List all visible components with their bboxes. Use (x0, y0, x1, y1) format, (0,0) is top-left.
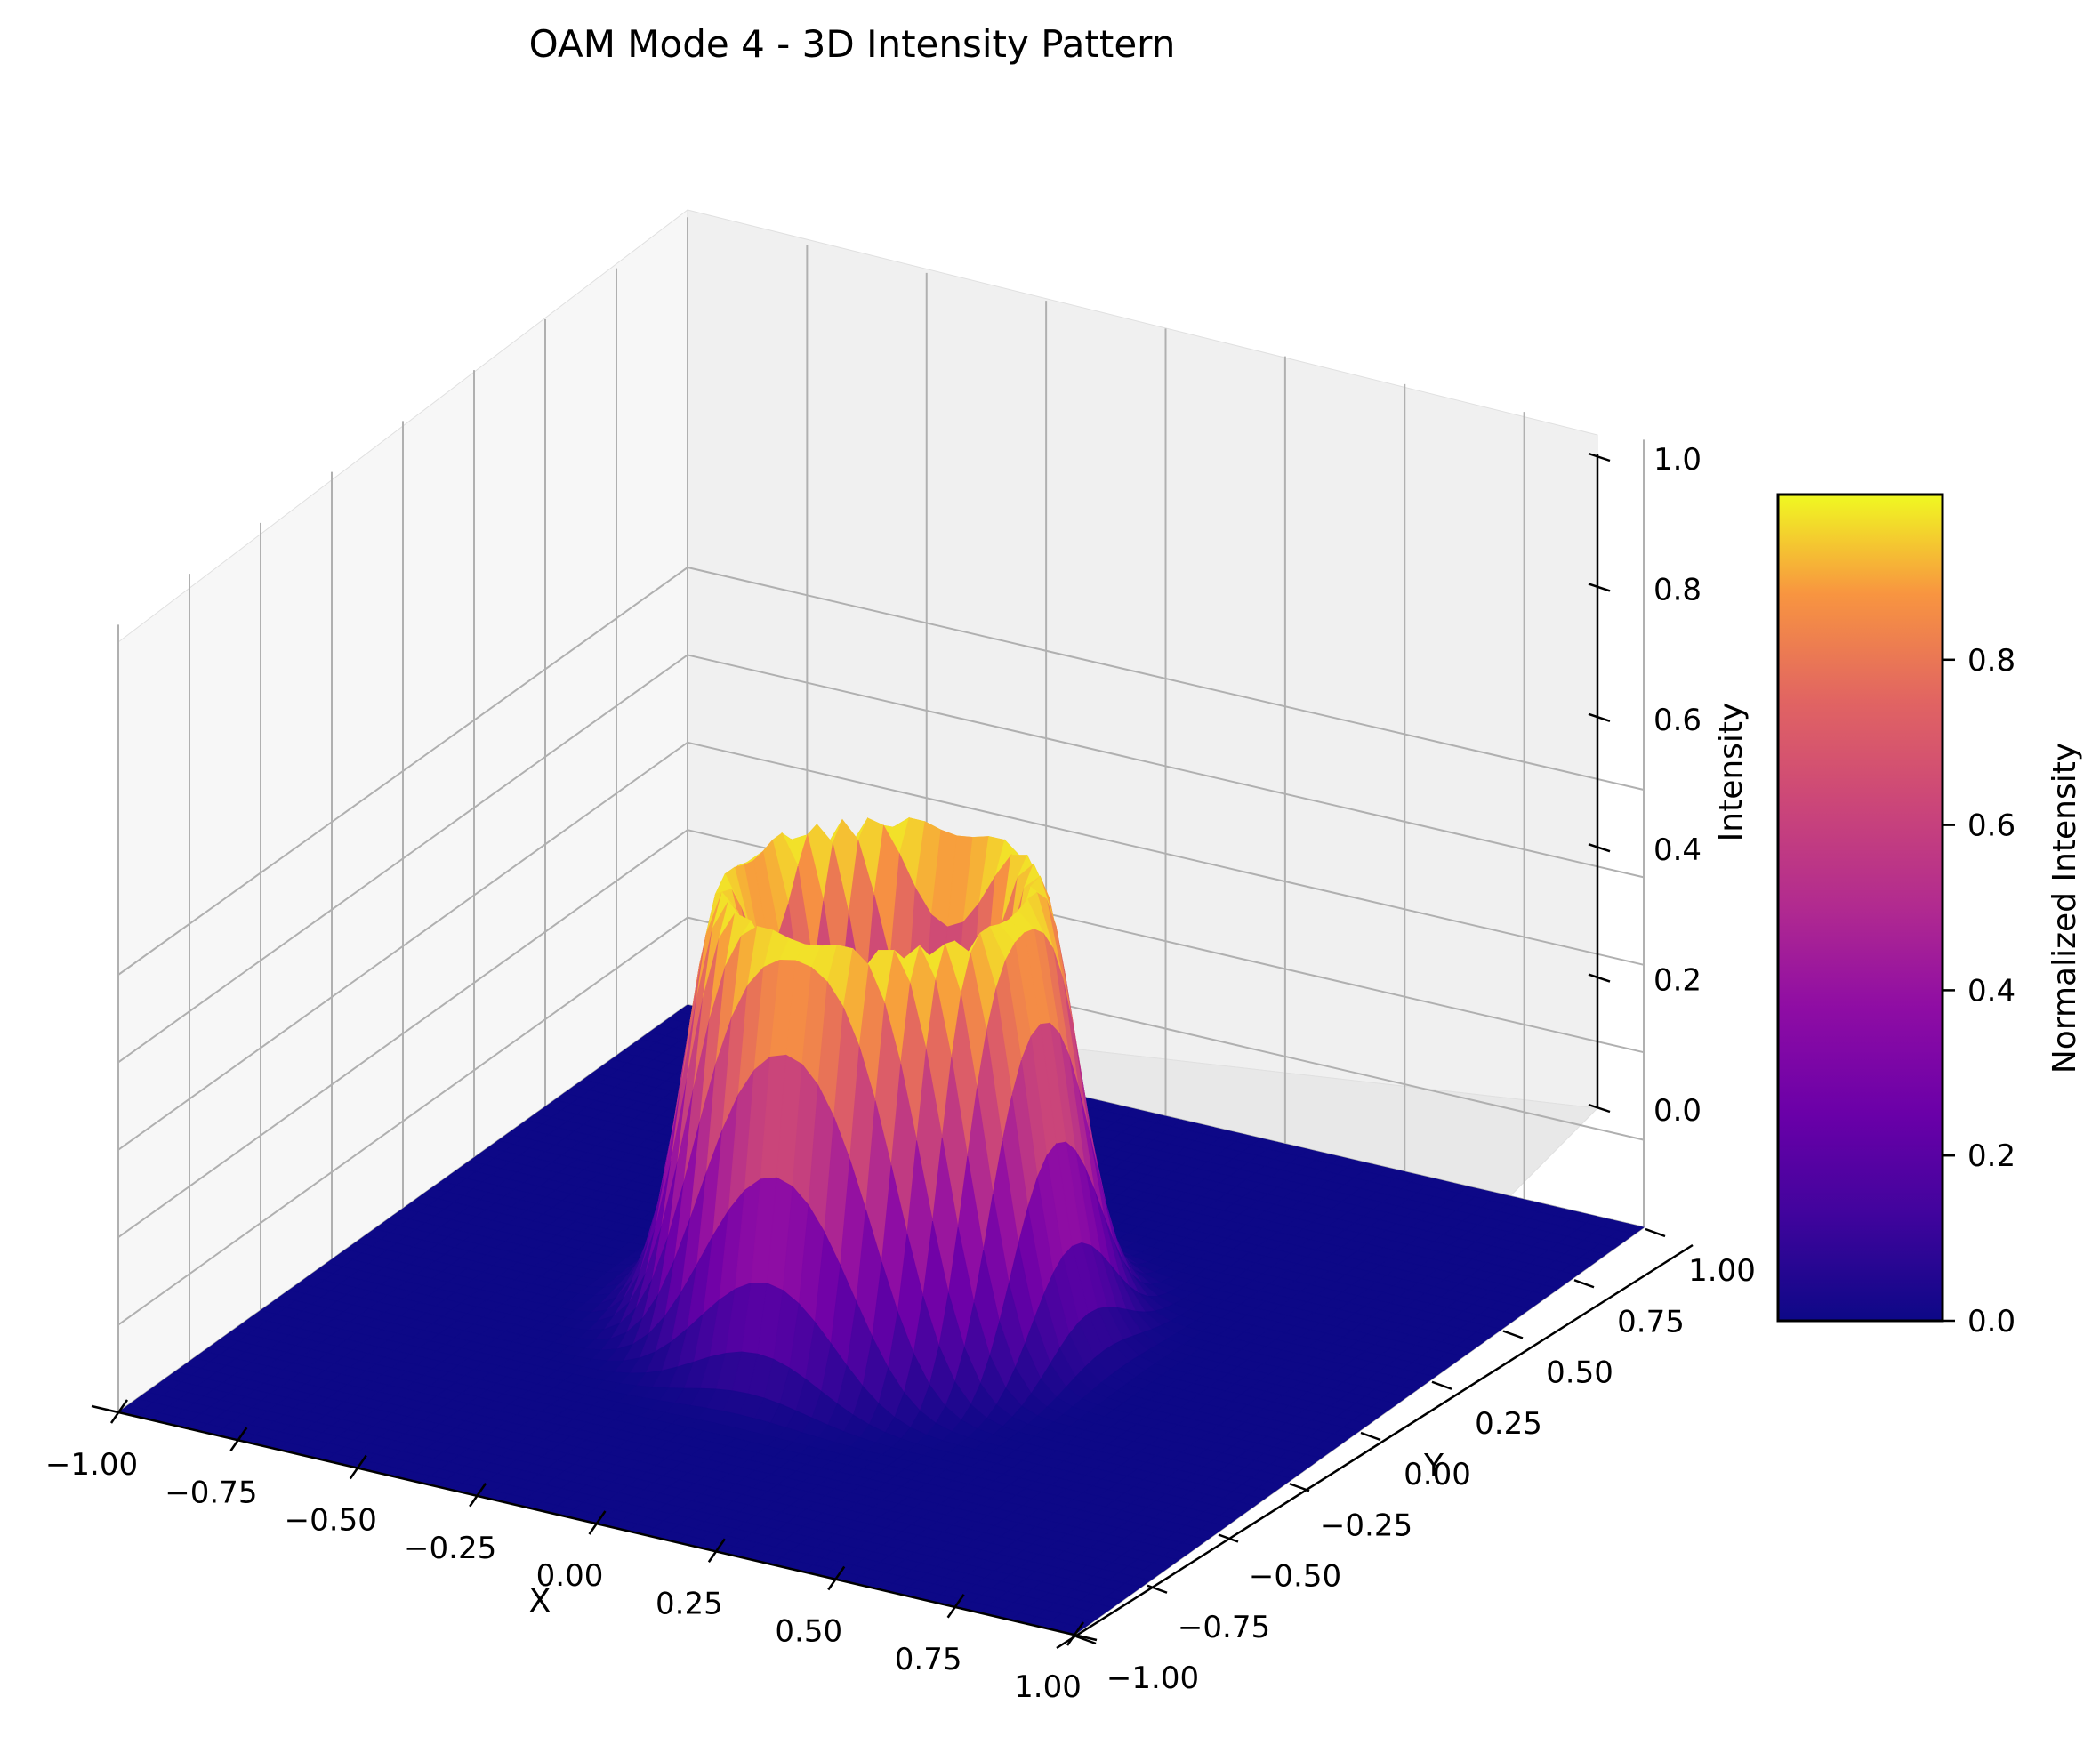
z-tick-0 (1588, 1103, 1611, 1114)
x-tick-label-1: −0.75 (165, 1475, 257, 1510)
z-tick-label-2: 0.4 (1653, 832, 1702, 868)
y-tick-label-3: −0.25 (1320, 1508, 1412, 1543)
z-tick-5 (1588, 452, 1611, 462)
colorbar-tick-label-0: 0.0 (1967, 1304, 2016, 1339)
y-tick-label-1: −0.75 (1178, 1610, 1270, 1645)
colorbar-ticks: 0.0 0.2 0.4 0.6 0.8 (1943, 643, 2016, 1339)
z-grid-4 (117, 654, 1645, 1064)
y-tick-6 (1502, 1330, 1524, 1339)
z-tick-label-4: 0.8 (1653, 572, 1702, 607)
x-tick-2 (349, 1454, 367, 1480)
x-tick-5 (707, 1538, 726, 1563)
y-tick-label-4: 0.00 (1404, 1457, 1471, 1492)
z-tick-3 (1588, 712, 1611, 722)
y-tick-label-5: 0.25 (1475, 1406, 1542, 1442)
z-tick-label-3: 0.6 (1653, 703, 1702, 738)
y-tick-2 (1218, 1533, 1239, 1543)
x-tick-1 (229, 1427, 248, 1451)
y-tick-5 (1431, 1380, 1452, 1390)
colorbar-label: Normalized Intensity (2047, 743, 2083, 1074)
x-tick-3 (469, 1483, 487, 1508)
chart-title: OAM Mode 4 - 3D Intensity Pattern (529, 22, 1176, 66)
y-tick-3 (1289, 1483, 1310, 1492)
z-tick-1 (1588, 973, 1611, 983)
colorbar: 0.0 0.2 0.4 0.6 0.8 Normalized Intensity (1776, 493, 2083, 1339)
intensity-surface (117, 816, 1645, 1636)
x-tick-label-6: 0.50 (775, 1614, 842, 1650)
colorbar-tick-label-1: 0.2 (1967, 1138, 2016, 1174)
x-tick-label-7: 0.75 (895, 1642, 962, 1677)
y-axis-line (1056, 1243, 1694, 1650)
x-tick-label-2: −0.50 (285, 1503, 377, 1539)
y-tick-0 (1075, 1635, 1097, 1645)
x-tick-6 (827, 1565, 846, 1591)
z-grid-2 (117, 829, 1645, 1239)
x-axis-line (91, 1404, 1098, 1642)
z-axis-label: Intensity (1713, 703, 1750, 842)
y-axis-label: Y (1423, 1448, 1444, 1484)
colorbar-tick-label-3: 0.6 (1967, 808, 2016, 844)
z-tick-label-5: 1.0 (1653, 442, 1702, 478)
y-tick-8 (1645, 1227, 1666, 1238)
x-tick-8 (1066, 1621, 1085, 1646)
z-grid-1 (117, 916, 1645, 1326)
z-tick-2 (1588, 843, 1611, 853)
colorbar-tick-label-2: 0.4 (1967, 973, 2016, 1009)
x-tick-4 (588, 1510, 607, 1535)
x-tick-0 (109, 1399, 129, 1424)
x-tick-label-8: 1.00 (1014, 1669, 1082, 1705)
y-tick-label-6: 0.50 (1546, 1355, 1613, 1391)
colorbar-gradient (1776, 493, 1944, 1323)
x-axis-label: X (529, 1583, 551, 1620)
z-tick-label-1: 0.2 (1653, 963, 1702, 999)
x-tick-label-4: 0.00 (536, 1558, 604, 1594)
x-tick-label-5: 0.25 (656, 1586, 723, 1621)
y-tick-7 (1573, 1279, 1595, 1289)
y-tick-1 (1147, 1584, 1168, 1594)
axes: −1.00−0.75−0.50−0.250.000.250.500.751.00… (45, 442, 1756, 1705)
z-tick-4 (1588, 583, 1611, 592)
z-grid-5 (117, 566, 1645, 976)
y-tick-label-7: 0.75 (1617, 1304, 1685, 1339)
y-tick-4 (1360, 1431, 1381, 1442)
y-tick-label-0: −1.00 (1106, 1661, 1199, 1696)
x-tick-label-0: −1.00 (45, 1447, 138, 1483)
colorbar-tick-label-4: 0.8 (1967, 643, 2016, 679)
x-tick-7 (946, 1594, 965, 1619)
z-tick-label-0: 0.0 (1653, 1093, 1702, 1129)
z-grid-3 (117, 741, 1645, 1151)
x-tick-label-3: −0.25 (404, 1531, 496, 1566)
y-tick-label-8: 1.00 (1688, 1253, 1756, 1289)
y-tick-label-2: −0.50 (1249, 1559, 1341, 1595)
